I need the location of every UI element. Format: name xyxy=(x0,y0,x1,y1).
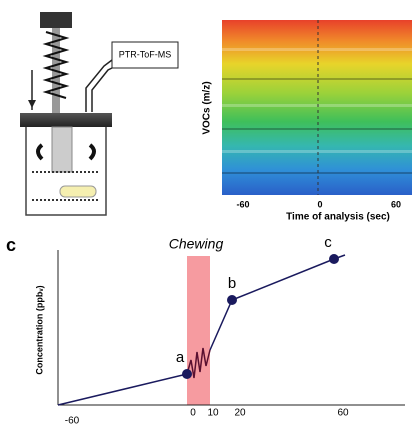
x-tick-label: 0 xyxy=(317,199,322,209)
panel-letter: c xyxy=(6,235,16,255)
point-label: c xyxy=(324,234,332,251)
arrow-head xyxy=(28,100,36,108)
chewing-band xyxy=(187,256,210,405)
piston-head xyxy=(40,12,72,28)
point xyxy=(329,254,339,264)
x-axis-label: Time of analysis (sec) xyxy=(286,212,390,223)
y-axis-label: VOCs (m/z) xyxy=(202,81,213,134)
outlet-line xyxy=(91,67,113,112)
heatmap-panel: VOCs (m/z) -60 0 60 Time of analysis (se… xyxy=(202,20,412,223)
instrument-box xyxy=(111,41,179,69)
x-tick-label: -60 xyxy=(236,199,249,209)
x-tick-label: 20 xyxy=(234,408,246,419)
x-tick-label: 10 xyxy=(207,408,219,419)
x-tick-label: 60 xyxy=(337,408,349,419)
plate xyxy=(20,113,112,127)
instrument-label: PTR-ToF-MS xyxy=(119,49,172,59)
rod xyxy=(52,28,60,118)
y-axis-label: Concentration (ppbᵥ) xyxy=(34,285,44,374)
chamber xyxy=(25,127,107,216)
sample xyxy=(59,185,97,198)
heatmap xyxy=(222,20,412,195)
chewing-trace xyxy=(186,347,211,379)
flow-arrow xyxy=(36,143,44,161)
apparatus: PTR-ToF-MS xyxy=(20,12,179,216)
x-tick-label: 60 xyxy=(391,199,401,209)
point xyxy=(227,295,237,305)
flow-arrow xyxy=(88,143,96,161)
heatmap-stripes xyxy=(222,48,412,174)
point xyxy=(182,369,192,379)
point-label: b xyxy=(228,275,236,292)
trend-line xyxy=(57,373,188,406)
point-label: a xyxy=(176,349,185,366)
x-tick-label: 0 xyxy=(190,408,196,419)
outlet-line xyxy=(85,59,113,112)
plunger xyxy=(51,126,73,173)
spring xyxy=(42,31,70,99)
concentration-panel: c Chewing Concentration (ppbᵥ) a b c -60… xyxy=(6,234,405,427)
band-label: Chewing xyxy=(169,236,224,252)
x-tick-label: -60 xyxy=(65,416,80,427)
trend-line xyxy=(209,254,346,351)
